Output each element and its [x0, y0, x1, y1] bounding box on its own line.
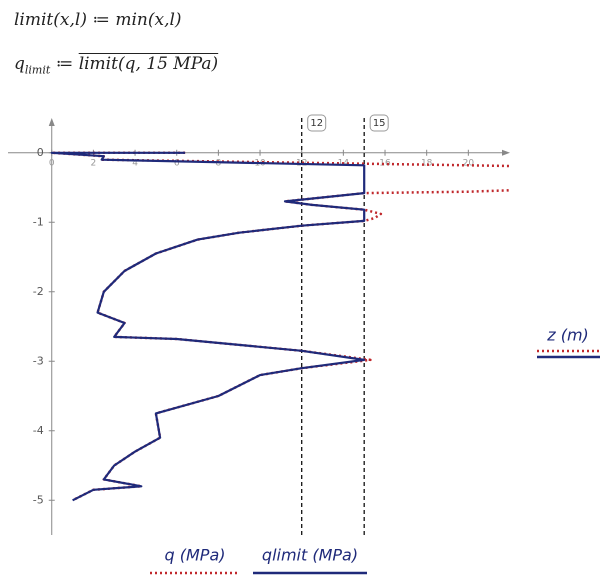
formula-op: ≔ — [92, 10, 110, 30]
y-tick-label: -1 — [33, 215, 44, 228]
formula: qlimit ≔ limit(q, 15 MPa) — [14, 54, 218, 76]
formula-rhs: limit(q, 15 MPa) — [78, 54, 219, 74]
marker-box — [307, 114, 327, 132]
legend-label: q (MPa) — [165, 546, 226, 565]
x-tick-label: 6 — [174, 158, 180, 168]
x-tick-label: 16 — [379, 158, 391, 168]
formula-rhs: min(x,l) — [115, 10, 182, 30]
formula-lhs: q — [14, 54, 25, 74]
x-tick-label: 4 — [132, 158, 138, 168]
y-tick-label: -4 — [33, 424, 44, 437]
x-axis-arrow — [502, 149, 510, 156]
y-tick-label: -2 — [33, 285, 44, 298]
x-tick-label: 18 — [421, 158, 433, 168]
plot-area — [50, 151, 510, 502]
formula-sub: limit — [24, 63, 51, 77]
formula-lhs: limit(x,l) — [14, 10, 87, 30]
formula-op: ≔ — [55, 54, 74, 74]
marker-box — [369, 114, 389, 132]
formula: limit(x,l) ≔ min(x,l) — [14, 10, 182, 30]
legend-label: qlimit (MPa) — [262, 546, 358, 565]
y-tick-label: -3 — [33, 354, 44, 367]
marker-label: 12 — [310, 118, 323, 129]
x-tick-label: 2 — [91, 158, 97, 168]
x-tick-label: 20 — [463, 158, 475, 168]
marker-label: 15 — [373, 118, 386, 129]
x-tick-label: 0 — [49, 158, 55, 168]
series-line — [50, 151, 366, 502]
y-tick-label: 0 — [37, 146, 44, 159]
y-axis-label: z (m) — [546, 326, 589, 345]
y-tick-label: -5 — [33, 493, 44, 506]
y-axis-arrow — [48, 118, 55, 126]
